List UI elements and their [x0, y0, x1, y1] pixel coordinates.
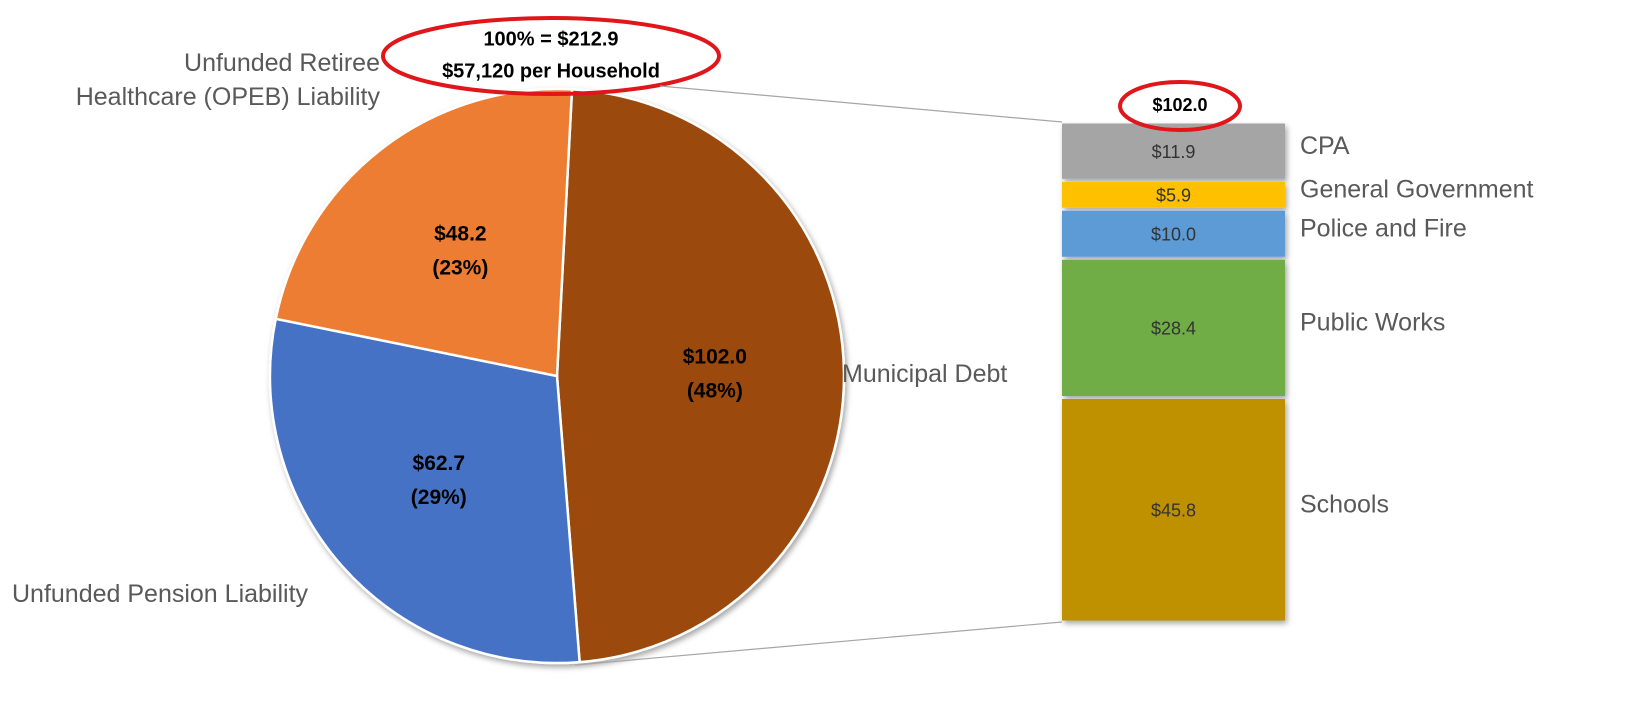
pie-slice: [274, 87, 574, 378]
segment-value-label: $5.9: [1156, 186, 1191, 206]
segment-value-label: $45.8: [1151, 500, 1196, 520]
bar-segment: [1062, 123, 1285, 179]
segment-category-label: Schools: [1300, 490, 1389, 518]
total-label: 100% = $212.9: [483, 28, 618, 50]
bar-stack: [1062, 123, 1285, 621]
bar-segment: [1062, 259, 1285, 396]
slice-percent-label: (29%): [411, 486, 467, 509]
pie-slice: [268, 317, 581, 665]
segment-category-label: Police and Fire: [1300, 214, 1467, 242]
slice-value-label: $48.2: [434, 223, 487, 246]
bar-segment: [1062, 398, 1285, 621]
household-label: $57,120 per Household: [442, 60, 660, 82]
pie-slice: [555, 88, 846, 664]
slice-value-label: $62.7: [413, 452, 466, 475]
bar-segment: [1062, 210, 1285, 257]
segment-value-label: $10.0: [1151, 225, 1196, 245]
highlight: [381, 16, 721, 96]
segment-category-label: Public Works: [1300, 308, 1445, 336]
slice-percent-label: (48%): [687, 379, 743, 402]
segment-category-label: General Government: [1300, 175, 1534, 203]
highlight: [1118, 80, 1242, 132]
slice-value-label: $102.0: [683, 345, 747, 368]
connector: [574, 621, 1063, 666]
pie: [268, 87, 846, 665]
category-label: Unfunded Pension Liability: [12, 580, 309, 608]
segment-value-label: $11.9: [1152, 142, 1196, 162]
bar-segment: [1062, 181, 1285, 208]
slice-percent-label: (23%): [432, 257, 488, 280]
bar-total-label: $102.0: [1152, 95, 1207, 115]
category-label: Unfunded Retiree Healthcare (OPEB) Liabi…: [75, 49, 380, 111]
segment-value-label: $28.4: [1151, 319, 1196, 339]
connector: [659, 85, 1063, 123]
category-label: Municipal Debt: [842, 360, 1008, 388]
segment-category-label: CPA: [1300, 132, 1350, 160]
